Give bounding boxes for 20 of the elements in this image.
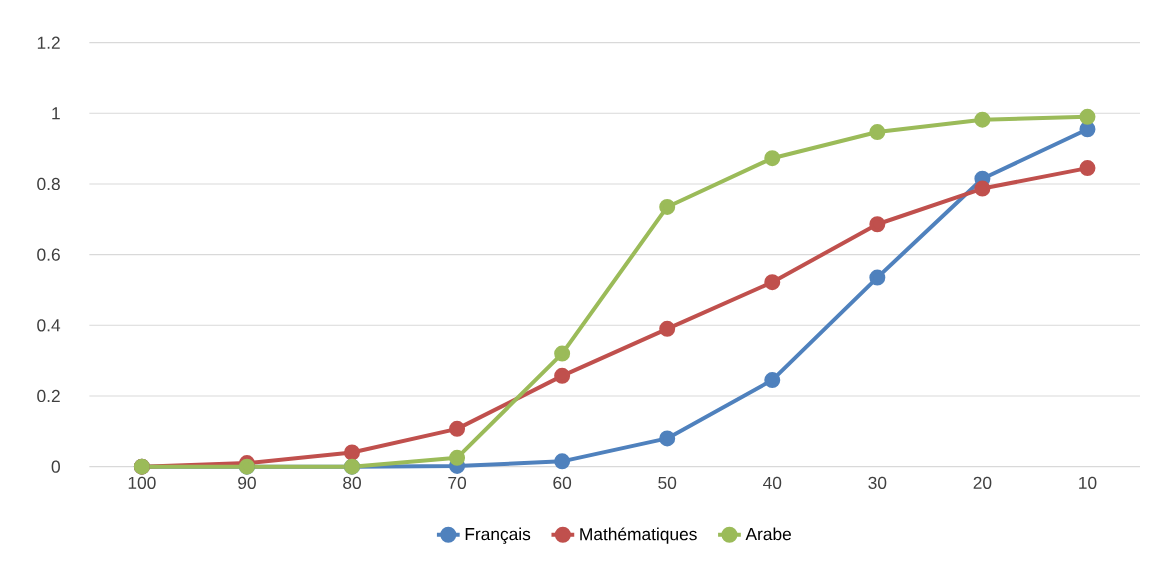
x-tick-label: 80 (343, 476, 361, 489)
y-tick-label: 0.4 (37, 319, 61, 332)
x-tick-label: 70 (448, 476, 467, 489)
legend-label: Mathématiques (580, 527, 697, 544)
x-tick-label: 90 (238, 476, 256, 489)
legend-label: Arabe (745, 527, 791, 541)
x-tick-label: 100 (128, 476, 156, 489)
y-tick-label: 1.2 (37, 36, 60, 49)
x-tick-label: 10 (1079, 476, 1097, 489)
x-tick-label: 20 (973, 476, 992, 489)
y-tick-label: 0.6 (37, 248, 60, 261)
x-tick-label: 60 (553, 476, 572, 489)
y-tick-label: 0.2 (37, 389, 60, 403)
x-tick-label: 40 (763, 476, 782, 489)
x-tick-label: 50 (658, 476, 677, 489)
legend-label: Français (465, 527, 531, 544)
y-tick-label: 1 (52, 107, 60, 120)
y-tick-label: 0 (51, 460, 60, 473)
y-tick-label: 0.8 (37, 177, 60, 191)
x-tick-label: 30 (868, 476, 887, 489)
